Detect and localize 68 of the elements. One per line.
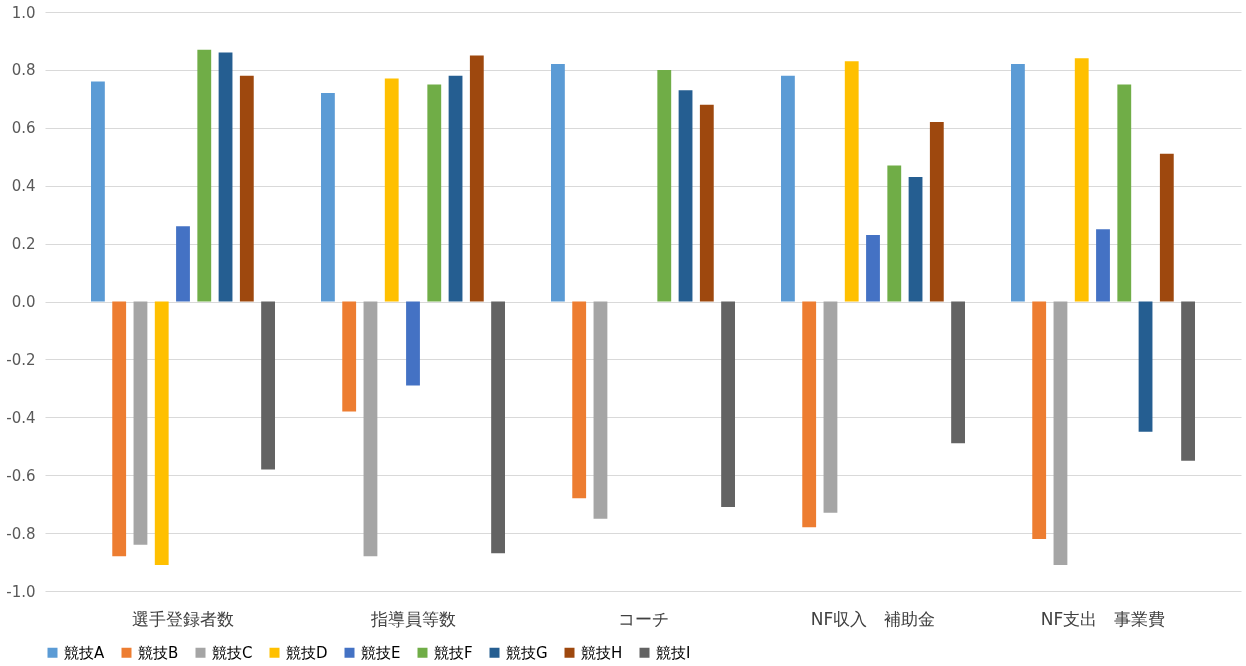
x-tick-label: NF収入 補助金 — [810, 608, 936, 629]
legend-label: 競技D — [286, 643, 328, 662]
bar — [802, 301, 817, 528]
bar — [657, 69, 672, 302]
bar — [112, 301, 127, 557]
bar — [154, 301, 169, 565]
bar — [197, 49, 212, 302]
legend-label: 競技I — [656, 643, 691, 662]
legend-label: 競技B — [138, 643, 179, 662]
y-tick-label: -0.2 — [6, 350, 36, 369]
bar — [721, 301, 735, 508]
bar — [384, 78, 399, 302]
bar — [427, 84, 442, 302]
bar — [406, 301, 420, 386]
bar — [239, 75, 254, 302]
bar — [887, 165, 902, 302]
bar — [866, 234, 880, 302]
bar — [593, 301, 608, 519]
bar — [908, 177, 923, 302]
x-tick-label: 指導員等数 — [369, 608, 456, 629]
bar — [176, 226, 190, 302]
y-tick-label: -1.0 — [6, 582, 36, 601]
x-tick-label: コーチ — [617, 608, 669, 629]
y-tick-label: 0.4 — [11, 177, 36, 196]
bar — [321, 93, 335, 302]
bar — [678, 90, 693, 302]
bar — [781, 75, 795, 302]
bar — [699, 104, 714, 302]
legend-label: 競技C — [212, 643, 253, 662]
x-tick-label: 選手登録者数 — [132, 608, 234, 629]
bar — [951, 301, 965, 444]
x-tick-label: NF支出 事業費 — [1040, 608, 1166, 629]
legend-label: 競技G — [506, 643, 548, 662]
bar — [1096, 229, 1110, 302]
y-tick-label: 0.2 — [11, 235, 36, 254]
bar — [844, 61, 859, 302]
bar — [342, 301, 357, 412]
bar — [363, 301, 378, 557]
bar — [1181, 301, 1195, 461]
bar — [469, 55, 484, 302]
y-tick-label: -0.4 — [6, 408, 36, 427]
legend-label: 競技H — [581, 643, 623, 662]
bar — [1053, 301, 1068, 565]
legend-label: 競技E — [361, 643, 401, 662]
bar — [1138, 301, 1153, 432]
bar — [261, 301, 275, 470]
bar — [1032, 301, 1047, 539]
bar — [572, 301, 587, 499]
y-tick-label: -0.8 — [6, 524, 36, 543]
y-tick-label: -0.6 — [6, 466, 36, 485]
bar — [823, 301, 838, 513]
bar — [1117, 84, 1132, 302]
bar — [448, 75, 463, 302]
y-tick-label: 0.6 — [11, 119, 36, 138]
legend-label: 競技A — [64, 643, 105, 662]
bar — [1011, 64, 1025, 302]
bar — [551, 64, 565, 302]
y-tick-label: 1.0 — [11, 3, 36, 22]
bar — [929, 122, 944, 302]
bar — [91, 81, 105, 302]
legend-label: 競技F — [434, 643, 473, 662]
bar — [1074, 58, 1089, 302]
bar — [491, 301, 505, 554]
bar — [218, 52, 233, 302]
y-tick-label: 0.0 — [11, 293, 36, 311]
y-tick-label: 0.8 — [11, 61, 36, 80]
bar — [1159, 153, 1174, 302]
bar — [133, 301, 148, 545]
